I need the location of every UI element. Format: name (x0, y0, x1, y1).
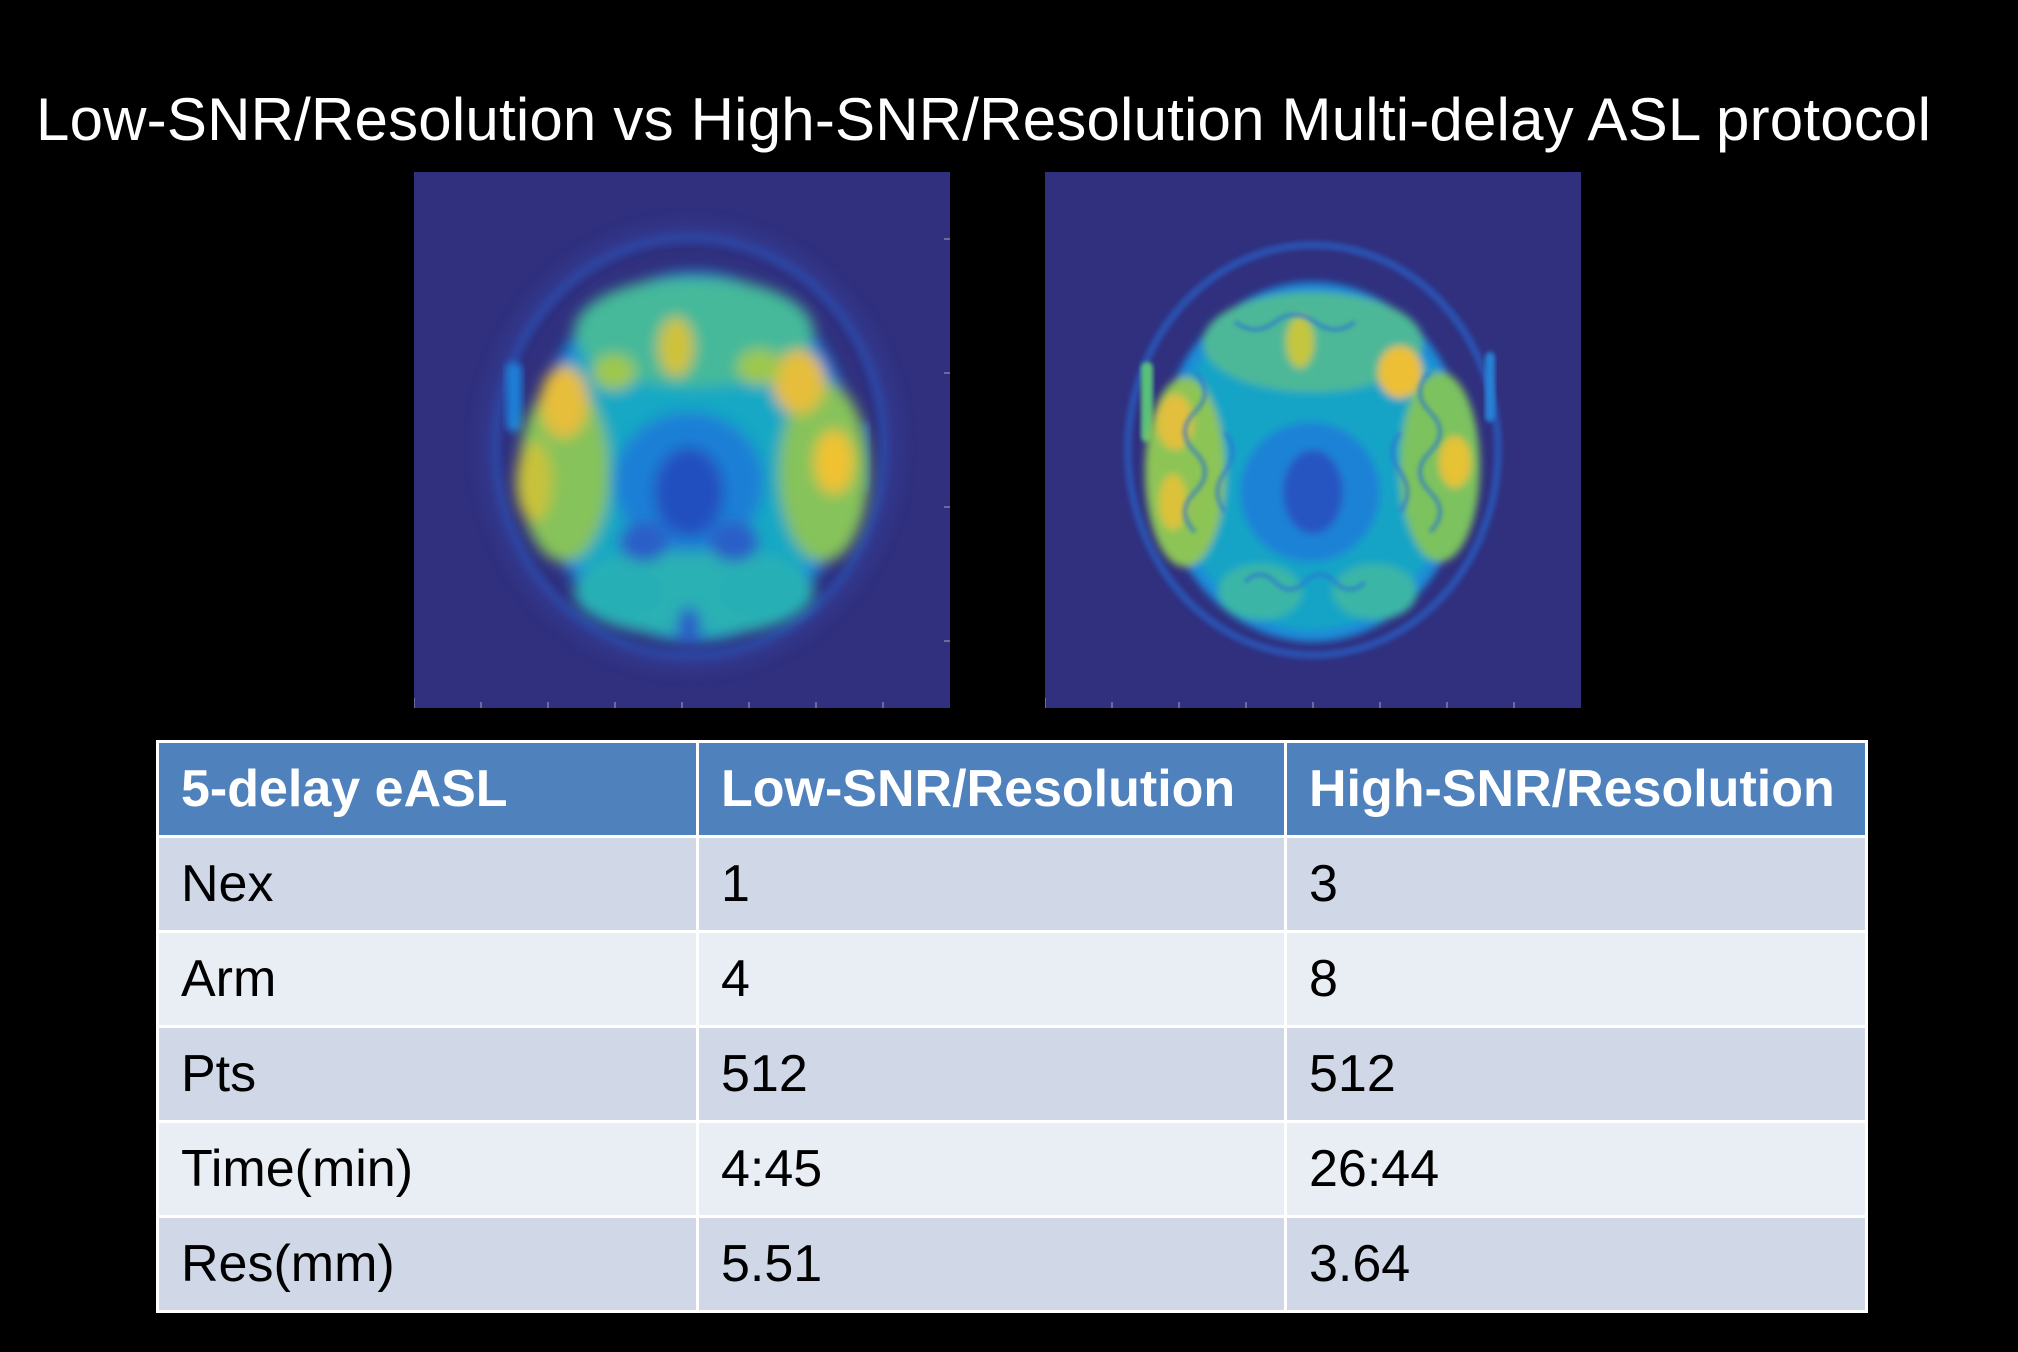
slide-title: Low-SNR/Resolution vs High-SNR/Resolutio… (36, 86, 1932, 153)
low-snr-value: 512 (696, 1025, 1287, 1123)
low-snr-value: 4 (696, 930, 1287, 1028)
table-row-pts: Pts 512 512 (156, 1025, 1868, 1123)
header-high-snr: High-SNR/Resolution (1284, 740, 1868, 838)
low-resolution-perfusion-image (414, 172, 950, 708)
low-snr-value: 5.51 (696, 1215, 1287, 1313)
high-snr-value: 26:44 (1284, 1120, 1868, 1218)
protocol-parameters-table: 5-delay eASL Low-SNR/Resolution High-SNR… (156, 740, 1868, 1313)
row-label: Pts (156, 1025, 699, 1123)
header-protocol: 5-delay eASL (156, 740, 699, 838)
table-row-resolution: Res(mm) 5.51 3.64 (156, 1215, 1868, 1313)
table-header-row: 5-delay eASL Low-SNR/Resolution High-SNR… (156, 740, 1868, 838)
row-label: Res(mm) (156, 1215, 699, 1313)
high-snr-value: 3.64 (1284, 1215, 1868, 1313)
table-row-nex: Nex 1 3 (156, 835, 1868, 933)
high-snr-value: 512 (1284, 1025, 1868, 1123)
header-low-snr: Low-SNR/Resolution (696, 740, 1287, 838)
table-row-arm: Arm 4 8 (156, 930, 1868, 1028)
low-snr-value: 1 (696, 835, 1287, 933)
high-snr-value: 8 (1284, 930, 1868, 1028)
high-snr-value: 3 (1284, 835, 1868, 933)
row-label: Time(min) (156, 1120, 699, 1218)
table-row-time: Time(min) 4:45 26:44 (156, 1120, 1868, 1218)
row-label: Arm (156, 930, 699, 1028)
row-label: Nex (156, 835, 699, 933)
high-resolution-perfusion-image (1045, 172, 1581, 708)
low-snr-value: 4:45 (696, 1120, 1287, 1218)
